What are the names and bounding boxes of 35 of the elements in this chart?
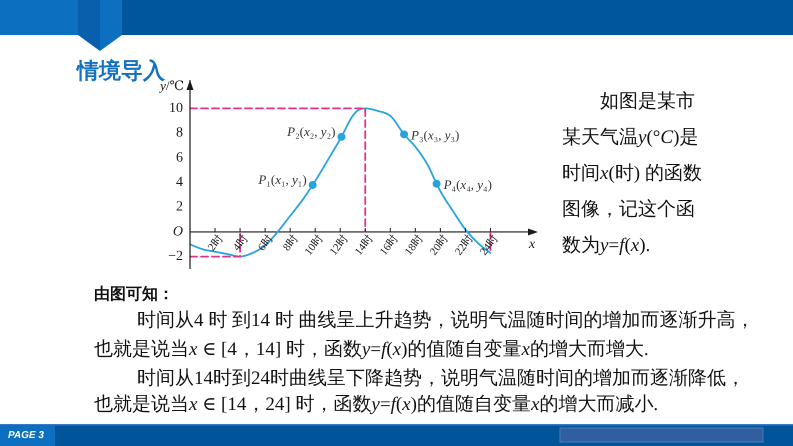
x-tick-label: 2时 <box>204 232 226 254</box>
annotation: P₃(x₃, y₃) <box>410 127 460 142</box>
x-axis-title: x <box>528 236 536 252</box>
text: PAGE 3 <box>8 429 44 442</box>
text: 也就是说当x ∈ [14，24] 时，函数y=f(x)的值随自变量x的增大而减小. <box>94 394 658 415</box>
text: 也就是说当x ∈ [4，14] 时，函数y=f(x)的值随自变量x的增大而增大. <box>94 339 649 360</box>
y-tick-label: 10 <box>169 100 183 116</box>
text: 如图是某市某天气温y(°C)是时间x(时) 的函数图像，记这个函数为y=f(x). <box>562 91 702 256</box>
annotation: P₁(x₁, y₁) <box>257 172 307 187</box>
x-tick-label: 12时 <box>326 232 351 258</box>
y-tick-label: 8 <box>176 126 183 141</box>
y-tick-label: 6 <box>176 150 183 166</box>
y-tick-label: 4 <box>176 175 183 190</box>
x-tick-label: 8时 <box>280 232 301 254</box>
y-tick-label: −2 <box>168 249 183 264</box>
annotation: P₂(x₂, y₂) <box>286 124 336 139</box>
x-tick-label: 18时 <box>402 232 426 258</box>
text: 时间从14时到24时曲线呈下降趋势，说明气温随时间的增加而逐渐降低， <box>137 368 745 389</box>
x-tick-label: 16时 <box>376 232 401 258</box>
point <box>400 130 408 138</box>
x-tick-label: 22时 <box>452 232 476 258</box>
point <box>308 181 317 189</box>
annotation: P₄(x₄, y₄) <box>442 176 492 192</box>
y-tick-label: 2 <box>176 200 183 215</box>
x-tick-label: 14时 <box>352 232 376 258</box>
text: 时间从4 时 到14 时 曲线呈上升趋势，说明气温随时间的增加而逐渐升高， <box>137 310 754 331</box>
x-tick-label: 6时 <box>255 232 276 254</box>
text: 由图可知： <box>94 284 174 305</box>
x-tick-label: 10时 <box>302 232 326 258</box>
point <box>337 132 346 141</box>
y-tick-label: O <box>172 224 183 240</box>
point <box>432 180 441 188</box>
x-tick-label: 24时 <box>477 232 501 258</box>
x-tick-label: 4时 <box>230 232 250 254</box>
x-tick-label: 20时 <box>426 232 451 258</box>
